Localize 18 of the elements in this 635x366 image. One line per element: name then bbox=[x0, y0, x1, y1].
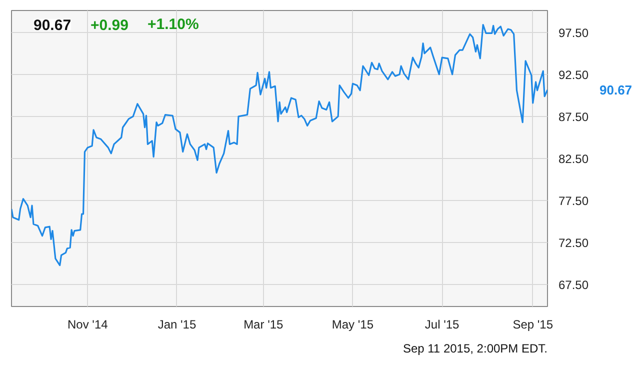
y-tick-label: 82.50 bbox=[558, 152, 589, 166]
text: Sep 11 2015, 2:00PM EDT. bbox=[402, 342, 548, 356]
y-tick-label: 97.50 bbox=[558, 26, 589, 40]
y-tick-label: 87.50 bbox=[558, 110, 589, 124]
x-tick-label: May '15 bbox=[332, 318, 374, 332]
annotation: +0.99 bbox=[90, 17, 128, 34]
y-tick-label: 77.50 bbox=[558, 194, 589, 208]
text: 90.67 bbox=[600, 82, 632, 98]
x-tick-label: Jul '15 bbox=[424, 318, 460, 332]
annotation: 90.67 bbox=[34, 17, 72, 34]
annotation: +1.10% bbox=[148, 16, 199, 33]
y-tick-label: 92.50 bbox=[558, 68, 589, 82]
y-tick-label: 72.50 bbox=[558, 236, 589, 250]
x-tick-label: Jan '15 bbox=[158, 318, 196, 332]
x-tick-label: Sep '15 bbox=[512, 318, 554, 332]
x-tick-label: Nov '14 bbox=[67, 318, 108, 332]
y-tick-label: 67.50 bbox=[558, 278, 589, 292]
x-tick-label: Mar '15 bbox=[244, 318, 284, 332]
